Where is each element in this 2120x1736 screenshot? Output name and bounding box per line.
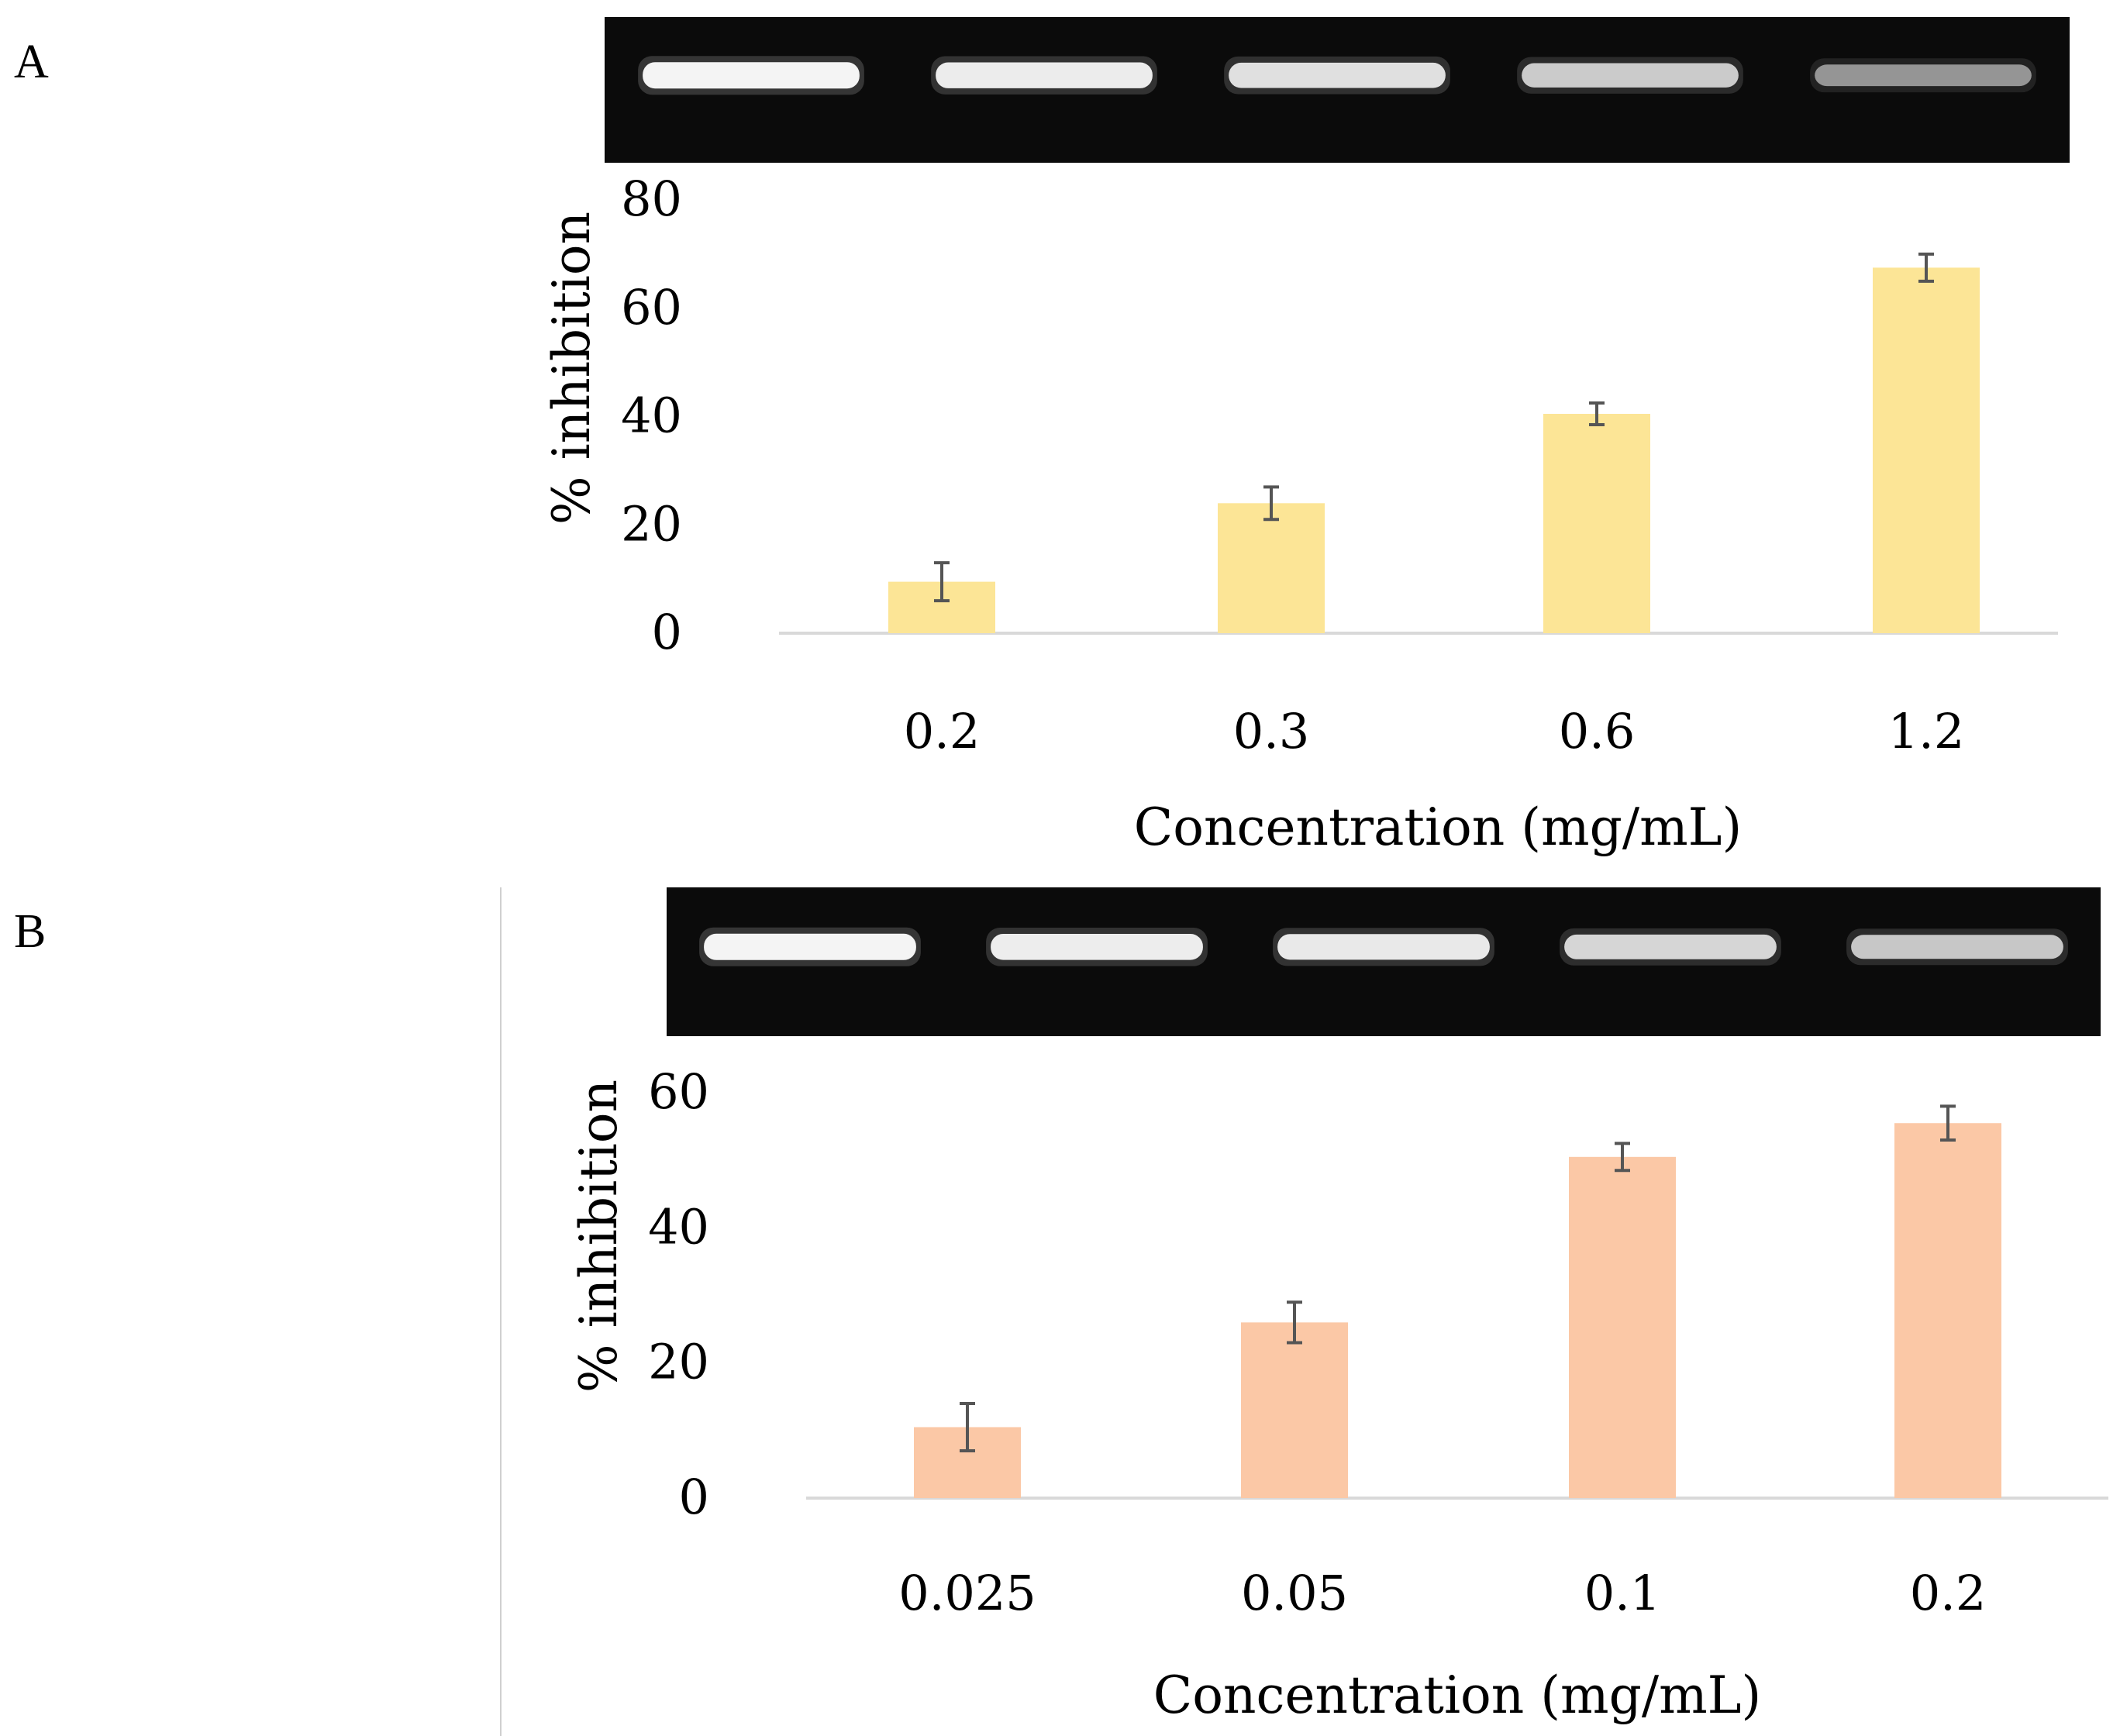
gel-background-a — [605, 17, 2070, 163]
bar-chart-b: 0 20 40 60 0.025 0.05 0.1 0.2 % inhibition Con… — [569, 1063, 2108, 1725]
gel-image-b — [667, 887, 2101, 1036]
gel-band — [991, 934, 1203, 960]
error-bar — [934, 561, 950, 603]
x-tick-label: 1.2 — [1888, 703, 1965, 760]
gel-background-b — [667, 887, 2101, 1036]
bar — [1569, 1156, 1676, 1498]
error-bar — [1918, 252, 1934, 283]
x-axis-title-a: Concentration (mg/mL) — [1134, 797, 1743, 857]
y-tick-label: 40 — [648, 1198, 709, 1255]
y-axis-title-b: % inhibition — [569, 1080, 629, 1393]
error-bar — [1263, 485, 1279, 522]
error-bar — [1589, 401, 1605, 426]
bars-a — [888, 252, 1980, 633]
y-tick-label: 0 — [679, 1469, 709, 1525]
x-axis-ticks-a: 0.2 0.3 0.6 1.2 — [904, 703, 1965, 760]
bar — [1241, 1322, 1348, 1498]
x-tick-label: 0.05 — [1241, 1565, 1348, 1621]
gel-band — [1229, 62, 1446, 88]
x-tick-label: 0.2 — [904, 703, 981, 760]
gel-band — [1522, 63, 1739, 88]
y-axis-ticks-b: 0 20 40 60 — [648, 1063, 709, 1525]
gel-band — [1277, 934, 1490, 960]
x-tick-label: 0.025 — [898, 1565, 1036, 1621]
gel-band — [1564, 934, 1777, 959]
error-bar — [960, 1401, 975, 1452]
bar — [1894, 1123, 2001, 1498]
error-bar — [1287, 1300, 1302, 1345]
panel-b-label: B — [14, 905, 46, 958]
gel-band — [936, 62, 1153, 88]
y-axis-title-a: % inhibition — [542, 212, 602, 525]
bar — [1543, 414, 1650, 633]
bar — [1873, 267, 1980, 633]
y-tick-label: 40 — [621, 388, 682, 444]
x-tick-label: 0.1 — [1584, 1565, 1661, 1621]
y-tick-label: 20 — [648, 1334, 709, 1390]
bars-b — [914, 1104, 2001, 1498]
x-axis-ticks-b: 0.025 0.05 0.1 0.2 — [898, 1565, 1986, 1621]
y-tick-label: 0 — [652, 604, 682, 660]
gel-image-a — [605, 17, 2070, 163]
gel-band — [704, 933, 916, 960]
y-tick-label: 80 — [621, 170, 682, 227]
gel-band — [1851, 935, 2063, 959]
error-bar — [1940, 1104, 1956, 1142]
x-tick-label: 0.2 — [1910, 1565, 1987, 1621]
gel-band — [1815, 64, 2032, 87]
y-tick-label: 20 — [621, 495, 682, 552]
x-tick-label: 0.3 — [1233, 703, 1310, 760]
y-tick-label: 60 — [648, 1063, 709, 1120]
y-tick-label: 60 — [621, 279, 682, 336]
gel-band — [643, 62, 860, 89]
x-axis-title-b: Concentration (mg/mL) — [1153, 1665, 1762, 1725]
panel-a: A 0 20 40 60 80 0.2 0.3 0.6 1.2 % inhibition Co… — [14, 17, 2070, 857]
panel-a-label: A — [14, 36, 49, 88]
y-axis-ticks-a: 0 20 40 60 80 — [621, 170, 682, 660]
bar-chart-a: 0 20 40 60 80 0.2 0.3 0.6 1.2 % inhibition Conc… — [542, 170, 2058, 857]
x-tick-label: 0.6 — [1559, 703, 1636, 760]
bar — [1218, 503, 1325, 633]
panel-b: B 0 20 40 60 0.025 0.05 0.1 0.2 % inhibition C… — [14, 887, 2108, 1725]
error-bar — [1615, 1142, 1630, 1173]
